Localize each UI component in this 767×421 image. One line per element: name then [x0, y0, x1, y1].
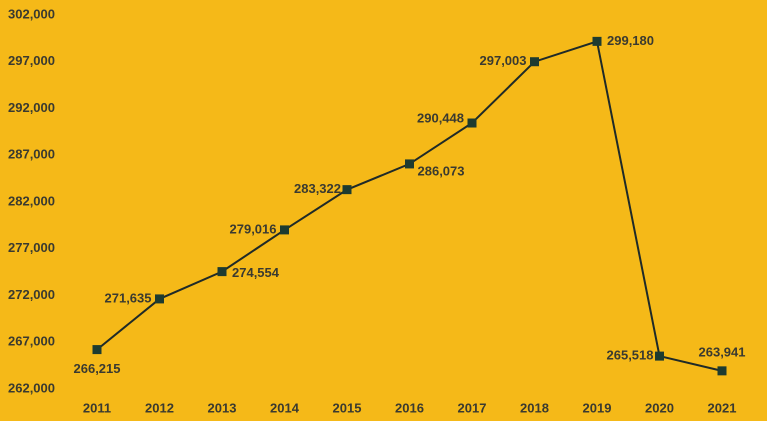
y-tick-label: 262,000 — [8, 380, 55, 395]
y-tick-label: 267,000 — [8, 334, 55, 349]
y-tick-label: 282,000 — [8, 193, 55, 208]
y-tick-label: 277,000 — [8, 240, 55, 255]
x-tick-label: 2021 — [708, 400, 737, 415]
x-tick-label: 2014 — [270, 400, 300, 415]
data-label: 279,016 — [230, 221, 277, 236]
data-label: 299,180 — [607, 33, 654, 48]
marker — [342, 185, 352, 195]
data-label: 266,215 — [74, 361, 121, 376]
y-tick-label: 287,000 — [8, 147, 55, 162]
marker — [155, 294, 164, 304]
data-label: 263,941 — [699, 344, 746, 359]
x-tick-label: 2015 — [333, 400, 362, 415]
marker — [530, 57, 539, 67]
marker — [467, 118, 477, 128]
x-tick-label: 2018 — [520, 400, 549, 415]
marker — [592, 36, 602, 46]
x-tick-label: 2019 — [583, 400, 612, 415]
marker — [217, 267, 227, 277]
x-tick-label: 2020 — [645, 400, 674, 415]
x-tick-label: 2013 — [208, 400, 237, 415]
marker — [717, 366, 727, 376]
y-tick-label: 297,000 — [8, 53, 55, 68]
data-label: 274,554 — [232, 265, 280, 280]
data-label: 290,448 — [417, 110, 464, 125]
y-tick-label: 272,000 — [8, 287, 55, 302]
x-tick-label: 2017 — [458, 400, 487, 415]
x-tick-label: 2012 — [145, 400, 174, 415]
marker — [92, 345, 102, 355]
data-label: 271,635 — [105, 290, 152, 305]
marker — [280, 225, 289, 235]
y-tick-label: 292,000 — [8, 100, 55, 115]
data-label: 283,322 — [294, 181, 341, 196]
x-tick-label: 2016 — [395, 400, 424, 415]
marker — [405, 159, 414, 169]
data-label: 265,518 — [607, 348, 654, 363]
line — [96, 40, 723, 372]
y-tick-label: 302,000 — [8, 6, 55, 21]
x-tick-label: 2011 — [83, 400, 111, 415]
data-label: 297,003 — [480, 53, 527, 68]
data-label: 286,073 — [418, 163, 465, 178]
marker — [655, 351, 664, 361]
